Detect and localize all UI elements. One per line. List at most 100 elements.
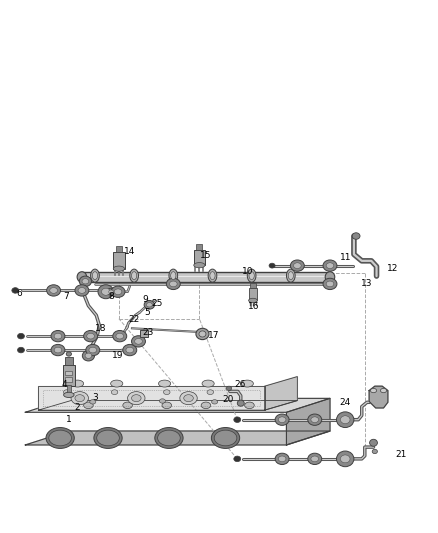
Ellipse shape <box>46 427 74 448</box>
Ellipse shape <box>51 330 65 342</box>
Ellipse shape <box>75 285 89 296</box>
Ellipse shape <box>194 263 205 268</box>
Text: 18: 18 <box>95 324 106 333</box>
Ellipse shape <box>171 272 176 279</box>
Ellipse shape <box>82 279 89 284</box>
Text: 5: 5 <box>144 308 150 317</box>
Ellipse shape <box>237 400 244 406</box>
Ellipse shape <box>166 278 180 289</box>
Ellipse shape <box>94 427 122 448</box>
Bar <box>194 250 205 265</box>
Ellipse shape <box>75 394 85 402</box>
Ellipse shape <box>207 390 214 394</box>
Ellipse shape <box>144 301 155 309</box>
Ellipse shape <box>372 449 378 454</box>
Ellipse shape <box>275 453 289 465</box>
Text: 8: 8 <box>108 293 114 302</box>
Ellipse shape <box>370 439 378 446</box>
Ellipse shape <box>326 263 334 269</box>
Ellipse shape <box>51 344 65 356</box>
Ellipse shape <box>87 333 95 339</box>
Ellipse shape <box>180 392 197 405</box>
Text: 26: 26 <box>234 381 246 390</box>
Ellipse shape <box>352 233 360 239</box>
Ellipse shape <box>293 263 301 269</box>
Ellipse shape <box>336 451 354 467</box>
Ellipse shape <box>90 400 96 404</box>
Ellipse shape <box>290 260 304 271</box>
Ellipse shape <box>275 414 289 425</box>
Ellipse shape <box>111 286 125 297</box>
Ellipse shape <box>84 402 93 409</box>
Text: 9: 9 <box>142 295 148 304</box>
Ellipse shape <box>134 338 142 344</box>
Ellipse shape <box>249 272 254 279</box>
Bar <box>67 385 71 393</box>
Text: 6: 6 <box>16 289 21 298</box>
Text: 22: 22 <box>128 315 140 324</box>
Ellipse shape <box>336 412 354 427</box>
Bar <box>249 288 257 301</box>
Ellipse shape <box>127 392 145 405</box>
Ellipse shape <box>323 278 337 289</box>
Ellipse shape <box>86 344 100 356</box>
Ellipse shape <box>278 456 286 462</box>
Ellipse shape <box>64 392 74 398</box>
Ellipse shape <box>12 288 19 293</box>
Ellipse shape <box>54 333 62 339</box>
Ellipse shape <box>311 417 318 423</box>
Ellipse shape <box>170 281 177 287</box>
Text: 10: 10 <box>241 267 253 276</box>
Text: 4: 4 <box>62 379 67 389</box>
Ellipse shape <box>184 394 193 402</box>
Text: 16: 16 <box>248 302 260 311</box>
Ellipse shape <box>159 380 171 387</box>
Ellipse shape <box>159 399 166 403</box>
Ellipse shape <box>91 269 99 282</box>
Ellipse shape <box>123 344 137 356</box>
Ellipse shape <box>54 347 62 353</box>
Ellipse shape <box>85 353 92 358</box>
Ellipse shape <box>210 272 215 279</box>
Ellipse shape <box>247 269 256 282</box>
Ellipse shape <box>113 330 127 342</box>
Text: 14: 14 <box>124 247 135 256</box>
Ellipse shape <box>288 272 293 279</box>
Polygon shape <box>265 377 297 410</box>
Ellipse shape <box>113 266 124 271</box>
Ellipse shape <box>114 289 122 295</box>
Ellipse shape <box>66 352 71 356</box>
Bar <box>65 377 72 382</box>
Ellipse shape <box>18 348 25 353</box>
Ellipse shape <box>123 402 132 409</box>
Ellipse shape <box>163 390 170 394</box>
Ellipse shape <box>71 380 84 387</box>
Ellipse shape <box>50 288 57 293</box>
Ellipse shape <box>111 390 118 394</box>
Ellipse shape <box>208 269 217 282</box>
Ellipse shape <box>278 417 286 423</box>
Ellipse shape <box>71 392 88 405</box>
Text: 15: 15 <box>200 251 212 260</box>
Ellipse shape <box>107 288 116 295</box>
Ellipse shape <box>226 386 232 391</box>
Text: 25: 25 <box>152 299 163 308</box>
Bar <box>65 372 72 375</box>
Ellipse shape <box>49 430 71 446</box>
Ellipse shape <box>146 303 152 307</box>
Bar <box>65 358 73 365</box>
Text: 21: 21 <box>395 450 406 459</box>
Ellipse shape <box>126 347 134 353</box>
Ellipse shape <box>131 272 137 279</box>
Polygon shape <box>286 398 330 445</box>
Ellipse shape <box>323 260 337 271</box>
Ellipse shape <box>116 333 124 339</box>
Ellipse shape <box>155 427 183 448</box>
Bar <box>113 252 124 269</box>
Polygon shape <box>39 386 265 410</box>
Ellipse shape <box>241 380 253 387</box>
Text: 7: 7 <box>63 292 69 301</box>
Ellipse shape <box>169 269 178 282</box>
Ellipse shape <box>111 380 123 387</box>
Ellipse shape <box>77 272 87 282</box>
